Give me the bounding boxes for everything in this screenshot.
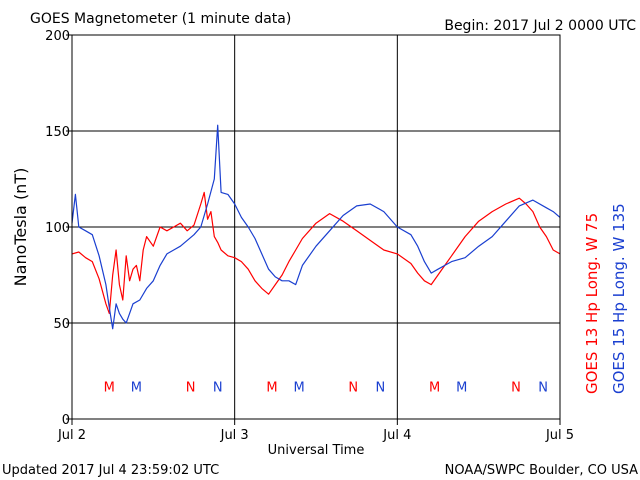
begin-label: Begin: 2017 Jul 2 0000 UTC <box>444 18 636 34</box>
goes15-line <box>71 124 561 330</box>
midnight-marker: M <box>456 380 467 395</box>
noon-marker: N <box>348 380 358 395</box>
y-tick-label: 200 <box>45 29 70 44</box>
x-tick-label: Jul 5 <box>545 428 574 443</box>
midnight-marker: M <box>131 380 142 395</box>
source-credit: NOAA/SWPC Boulder, CO USA <box>445 463 638 478</box>
x-axis-label: Universal Time <box>268 443 365 458</box>
midnight-marker: M <box>429 380 440 395</box>
midnight-marker: M <box>104 380 115 395</box>
legend-goes15: GOES 15 Hp Long. W 135 <box>610 203 628 394</box>
goes13-line <box>71 191 561 314</box>
axis-ticks: 0 50 100 150 200 Jul 2 Jul 3 Jul 4 Jul 5 <box>45 29 574 443</box>
chart-title: GOES Magnetometer (1 minute data) <box>30 11 291 27</box>
y-axis-label: NanoTesla (nT) <box>11 168 30 287</box>
noon-marker: N <box>376 380 386 395</box>
noon-marker: N <box>511 380 521 395</box>
y-tick-label: 100 <box>45 221 70 236</box>
x-tick-label: Jul 3 <box>220 428 249 443</box>
midnight-marker: M <box>266 380 277 395</box>
y-tick-label: 50 <box>53 317 70 332</box>
y-tick-label: 0 <box>62 413 70 428</box>
noon-marker: N <box>186 380 196 395</box>
noon-marker: N <box>213 380 223 395</box>
x-tick-label: Jul 2 <box>57 428 86 443</box>
series-lines <box>71 124 561 330</box>
x-tick-label: Jul 4 <box>382 428 411 443</box>
updated-timestamp: Updated 2017 Jul 4 23:59:02 UTC <box>2 463 219 478</box>
grid-lines <box>72 35 560 419</box>
midnight-marker: M <box>293 380 304 395</box>
noon-marker: N <box>538 380 548 395</box>
y-tick-label: 150 <box>45 125 70 140</box>
legend-goes13: GOES 13 Hp Long. W 75 <box>583 213 601 394</box>
